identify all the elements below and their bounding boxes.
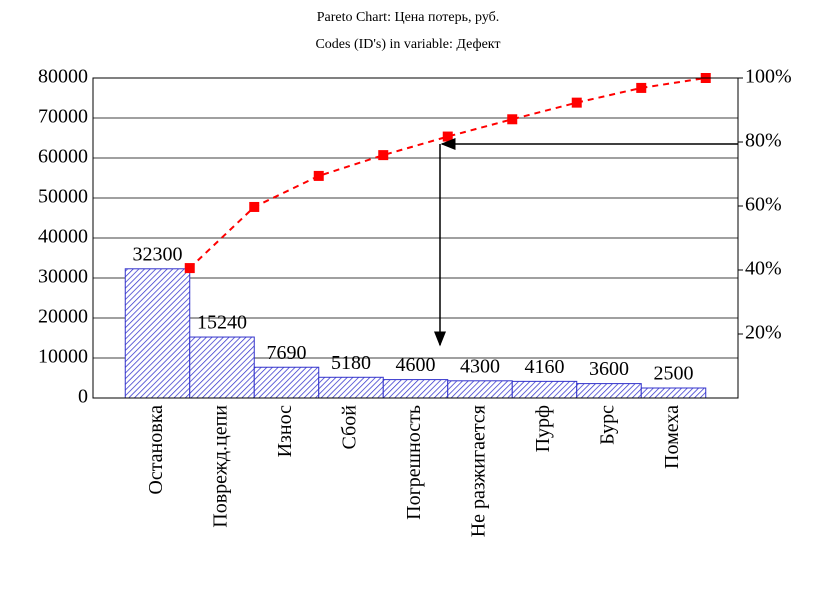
x-tick-label: Сбой <box>339 405 361 450</box>
x-tick-label: Пурф <box>532 405 554 452</box>
value-label: 4160 <box>525 356 565 378</box>
value-label: 5180 <box>331 352 371 374</box>
bar <box>447 380 513 399</box>
value-label: 3600 <box>589 358 629 380</box>
cumulative-point <box>184 263 195 274</box>
x-tick-label: Не разжигается <box>468 405 490 537</box>
y-tick-label: 50000 <box>38 186 88 208</box>
y-tick-label: 30000 <box>38 266 88 288</box>
plot-frame <box>92 77 739 399</box>
y-tick-label: 20000 <box>38 306 88 328</box>
value-label: 15240 <box>197 312 247 334</box>
value-label: 7690 <box>267 342 307 364</box>
x-tick-label: Погрешность <box>403 405 425 520</box>
x-tick-label: Поврежд.цепи <box>210 405 232 528</box>
value-label: 4600 <box>396 354 436 376</box>
y2-tick-label: 20% <box>745 322 782 344</box>
value-label: 4300 <box>460 355 500 377</box>
bar <box>124 268 191 399</box>
cumulative-point <box>378 150 389 161</box>
cumulative-point <box>442 131 453 142</box>
bar <box>253 366 320 399</box>
cumulative-point <box>313 170 324 181</box>
x-tick-label: Помеха <box>661 405 683 469</box>
bar <box>189 336 255 399</box>
chart-subtitle: Codes (ID's) in variable: Дефект <box>315 37 500 52</box>
bar <box>511 380 578 399</box>
value-label: 2500 <box>654 363 694 385</box>
bar <box>640 387 707 399</box>
y-tick-label: 0 <box>78 386 88 408</box>
y2-tick-label: 100% <box>745 66 792 88</box>
y-tick-label: 10000 <box>38 346 88 368</box>
x-tick-label: Износ <box>274 405 296 458</box>
y2-tick-label: 40% <box>745 258 782 280</box>
x-tick-label: Бурс <box>597 405 619 445</box>
y-tick-label: 80000 <box>38 66 88 88</box>
y2-tick-label: 80% <box>745 130 782 152</box>
cumulative-line <box>189 77 706 269</box>
bar <box>576 383 642 399</box>
cumulative-point <box>507 114 518 125</box>
chart-title: Pareto Chart: Цена потерь, руб. <box>317 10 500 25</box>
y2-tick-label: 60% <box>745 194 782 216</box>
cumulative-point <box>636 82 647 93</box>
value-label: 32300 <box>133 243 183 265</box>
bar <box>382 379 449 399</box>
bar <box>318 376 384 399</box>
y-tick-label: 60000 <box>38 146 88 168</box>
cumulative-point <box>249 201 260 212</box>
cumulative-point <box>571 97 582 108</box>
y-tick-label: 40000 <box>38 226 88 248</box>
x-tick-label: Остановка <box>145 405 167 495</box>
y-tick-label: 70000 <box>38 106 88 128</box>
